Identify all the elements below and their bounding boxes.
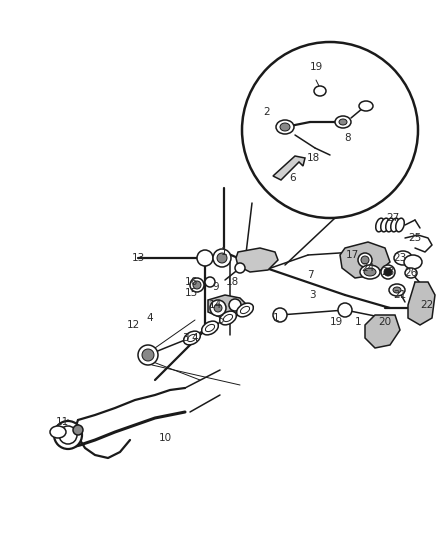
Ellipse shape	[223, 314, 233, 321]
Ellipse shape	[364, 268, 376, 276]
Ellipse shape	[205, 325, 215, 332]
Ellipse shape	[240, 306, 250, 313]
Circle shape	[384, 268, 392, 276]
Ellipse shape	[276, 120, 294, 134]
Circle shape	[54, 421, 82, 449]
Ellipse shape	[201, 321, 219, 335]
Ellipse shape	[391, 218, 399, 232]
Text: 19: 19	[309, 62, 323, 72]
Circle shape	[242, 42, 418, 218]
Text: 8: 8	[345, 133, 351, 143]
Circle shape	[235, 263, 245, 273]
Text: 15: 15	[184, 288, 198, 298]
Circle shape	[193, 281, 201, 289]
Ellipse shape	[381, 218, 389, 232]
Ellipse shape	[187, 334, 197, 342]
Circle shape	[338, 303, 352, 317]
Circle shape	[205, 277, 215, 287]
Text: 25: 25	[408, 233, 422, 243]
Text: 14: 14	[208, 300, 222, 310]
Circle shape	[361, 256, 369, 264]
Text: 26: 26	[404, 268, 417, 278]
Circle shape	[59, 426, 77, 444]
Text: 2: 2	[264, 107, 270, 117]
Circle shape	[381, 265, 395, 279]
Ellipse shape	[394, 251, 412, 265]
Polygon shape	[273, 156, 305, 180]
Circle shape	[229, 299, 241, 311]
Text: 28: 28	[381, 267, 395, 277]
Ellipse shape	[219, 311, 237, 325]
Text: 7: 7	[307, 270, 313, 280]
Circle shape	[214, 304, 222, 312]
Circle shape	[210, 300, 226, 316]
Ellipse shape	[360, 265, 380, 279]
Text: 1: 1	[273, 313, 279, 323]
Circle shape	[142, 349, 154, 361]
Ellipse shape	[386, 218, 394, 232]
Text: 6: 6	[290, 173, 297, 183]
Text: 18: 18	[226, 277, 239, 287]
Text: 10: 10	[159, 433, 172, 443]
Text: 21: 21	[393, 290, 406, 300]
Text: 11: 11	[55, 417, 69, 427]
Ellipse shape	[396, 218, 404, 232]
Text: 9: 9	[213, 282, 219, 292]
Text: 5: 5	[217, 315, 223, 325]
Ellipse shape	[314, 86, 326, 96]
Text: 1: 1	[221, 247, 227, 257]
Ellipse shape	[184, 331, 200, 345]
Text: 1: 1	[355, 317, 361, 327]
Text: 12: 12	[127, 320, 140, 330]
Circle shape	[138, 345, 158, 365]
Ellipse shape	[339, 119, 347, 125]
Circle shape	[358, 253, 372, 267]
Text: 3: 3	[309, 290, 315, 300]
Circle shape	[197, 250, 213, 266]
Ellipse shape	[404, 255, 422, 269]
Ellipse shape	[393, 287, 401, 293]
Ellipse shape	[405, 268, 417, 278]
Text: 20: 20	[378, 317, 392, 327]
Text: 4: 4	[147, 313, 153, 323]
Text: 22: 22	[420, 300, 434, 310]
Ellipse shape	[237, 303, 253, 317]
Circle shape	[217, 253, 227, 263]
Ellipse shape	[359, 101, 373, 111]
Circle shape	[73, 425, 83, 435]
Ellipse shape	[280, 123, 290, 131]
Text: 23: 23	[393, 253, 406, 263]
Text: 4: 4	[192, 333, 198, 343]
Text: 3: 3	[182, 333, 188, 343]
Polygon shape	[208, 295, 248, 318]
Ellipse shape	[335, 116, 351, 128]
Ellipse shape	[389, 284, 405, 296]
Circle shape	[213, 249, 231, 267]
Text: 24: 24	[361, 263, 374, 273]
Polygon shape	[340, 242, 390, 278]
Text: 27: 27	[386, 213, 399, 223]
Circle shape	[190, 278, 204, 292]
Polygon shape	[408, 282, 435, 325]
Polygon shape	[365, 315, 400, 348]
Text: 13: 13	[131, 253, 145, 263]
Text: 19: 19	[329, 317, 343, 327]
Text: 16: 16	[184, 277, 198, 287]
Polygon shape	[236, 248, 278, 272]
Text: 17: 17	[346, 250, 359, 260]
Ellipse shape	[376, 218, 384, 232]
Circle shape	[273, 308, 287, 322]
Text: 18: 18	[306, 153, 320, 163]
Ellipse shape	[50, 426, 66, 438]
